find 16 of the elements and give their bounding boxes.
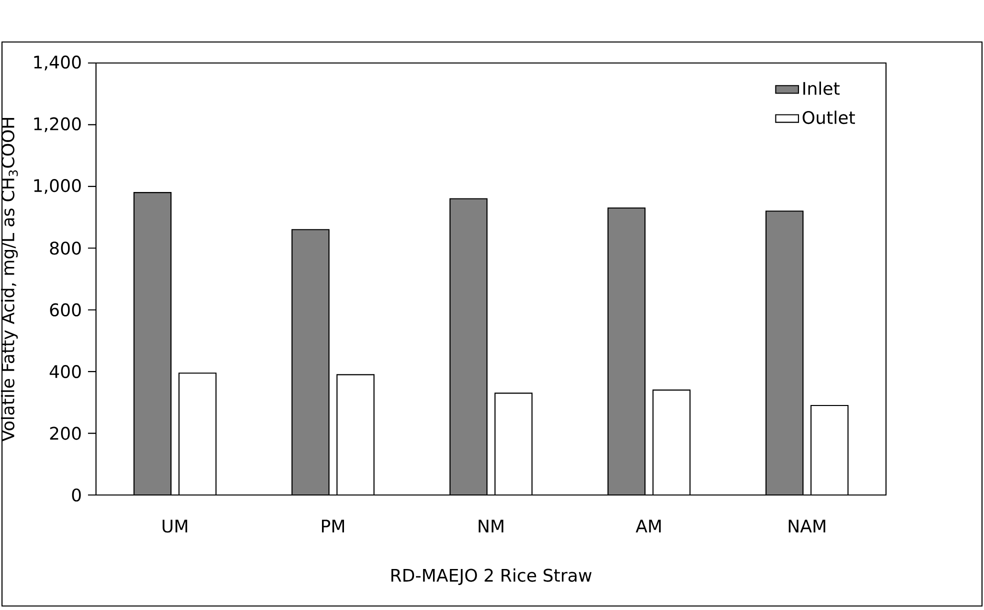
x-axis-title: RD-MAEJO 2 Rice Straw <box>391 568 592 586</box>
legend-label: Inlet <box>803 82 840 95</box>
x-tick-label: UM <box>162 520 188 533</box>
x-tick-label: AM <box>636 520 661 532</box>
y-tick-label: 400 <box>50 365 81 378</box>
x-tick-label: PM <box>322 520 344 532</box>
y-tick-label: 1,200 <box>34 117 81 132</box>
y-tick-label: 1,400 <box>34 56 81 70</box>
legend-label: Outlet <box>802 110 855 124</box>
y-tick-label: 200 <box>50 426 81 440</box>
y-tick-label: 800 <box>50 242 81 255</box>
y-tick-label: 1,000 <box>34 178 81 194</box>
y-tick-label: 0 <box>72 488 81 502</box>
y-tick-label: 600 <box>50 303 81 316</box>
x-tick-label: NAM <box>788 520 826 532</box>
x-tick-label: NM <box>478 520 504 532</box>
